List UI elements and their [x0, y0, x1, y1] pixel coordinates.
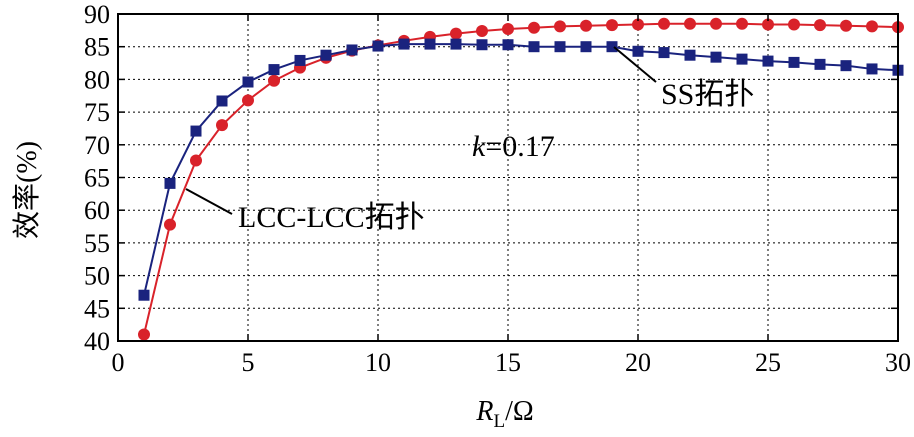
axis-ticks [117, 13, 899, 342]
lcc-lcc-series-line [143, 22, 899, 335]
ss-point [164, 177, 176, 189]
ss-point [736, 53, 748, 65]
ss-point [424, 38, 436, 50]
lcc-lcc-point [554, 20, 566, 33]
ss-point [528, 41, 540, 53]
ss-point [606, 41, 618, 53]
lcc-lcc-point [528, 21, 540, 34]
grid [118, 14, 898, 341]
lcc-lcc-point [606, 19, 618, 32]
x-axis-label-unit: /Ω [505, 396, 534, 427]
ss-point [346, 44, 358, 56]
lcc-lcc-point [164, 218, 176, 231]
ss-point [372, 40, 384, 52]
lcc-lcc-point [710, 17, 722, 30]
tick-labels: 0 5 10 15 20 25 30 40 45 50 55 60 65 70 75 80 85 90 [84, 0, 911, 377]
x-axis-label-main: R [475, 396, 493, 427]
ss-point [216, 95, 228, 107]
lcc-leader-line [185, 188, 233, 215]
lcc-lcc-point [138, 328, 150, 341]
y-tick-label: 55 [84, 229, 110, 258]
k-value: =0.17 [485, 130, 554, 163]
ss-point [840, 60, 852, 72]
ss-point [138, 289, 150, 301]
x-tick-label: 20 [625, 348, 651, 377]
x-tick-label: 5 [242, 348, 255, 377]
ss-point [554, 41, 566, 53]
ss-point [242, 76, 254, 88]
y-tick-label: 75 [84, 98, 110, 127]
lcc-lcc-point [242, 94, 254, 107]
ss-point [710, 51, 722, 63]
lcc-lcc-point [840, 19, 852, 32]
ss-leader-line [613, 46, 657, 83]
lcc-lcc-point [268, 74, 280, 87]
x-tick-label: 10 [365, 348, 391, 377]
ss-point [502, 39, 514, 51]
lcc-lcc-point [632, 18, 644, 31]
y-tick-label: 45 [84, 294, 110, 323]
ss-point [580, 41, 592, 53]
x-tick-label: 15 [495, 348, 521, 377]
x-axis-label: RL/Ω [475, 396, 533, 432]
lcc-lcc-point [502, 23, 514, 36]
ss-point [632, 45, 644, 57]
ss-point [190, 125, 202, 137]
y-tick-label: 40 [84, 327, 110, 356]
ss-point [268, 64, 280, 76]
x-axis-label-sub: L [493, 411, 505, 432]
k-annotation: k=0.17 [472, 130, 555, 163]
lcc-lcc-point [216, 119, 228, 132]
lcc-lcc-point [762, 18, 774, 31]
ss-point [658, 47, 670, 59]
lcc-lcc-point [866, 20, 878, 33]
lcc-lcc-point [476, 25, 488, 38]
ss-series-label: SS拓扑 [661, 78, 754, 111]
ss-point [814, 58, 826, 70]
y-tick-label: 65 [84, 164, 110, 193]
y-tick-label: 70 [84, 131, 110, 160]
ss-series-line [143, 43, 899, 296]
ss-point [320, 49, 332, 61]
lcc-lcc-point [580, 19, 592, 32]
ss-series [138, 38, 904, 301]
y-axis-label: 效率(%) [11, 141, 43, 239]
x-tick-label: 30 [885, 348, 911, 377]
ss-point [294, 54, 306, 66]
k-symbol: k [472, 130, 486, 163]
ss-point [866, 63, 878, 75]
lcc-lcc-point [684, 17, 696, 30]
series-layer [138, 17, 904, 341]
y-tick-label: 50 [84, 262, 110, 291]
ss-point [398, 38, 410, 50]
lcc-series-label: LCC-LCC拓扑 [238, 201, 425, 234]
ss-point [762, 55, 774, 67]
y-tick-label: 80 [84, 65, 110, 94]
ss-point [684, 49, 696, 61]
lcc-lcc-point [190, 154, 202, 167]
lcc-lcc-point [788, 18, 800, 31]
ss-point [450, 38, 462, 50]
lcc-lcc-point [814, 19, 826, 32]
x-tick-label: 25 [755, 348, 781, 377]
y-tick-label: 85 [84, 33, 110, 62]
y-tick-label: 60 [84, 196, 110, 225]
ss-point [788, 56, 800, 68]
lcc-lcc-point [450, 27, 462, 40]
x-tick-label: 0 [112, 348, 125, 377]
y-tick-label: 90 [84, 0, 110, 29]
lcc-lcc-point [736, 17, 748, 30]
lcc-lcc-point [658, 17, 670, 30]
ss-point [476, 39, 488, 51]
